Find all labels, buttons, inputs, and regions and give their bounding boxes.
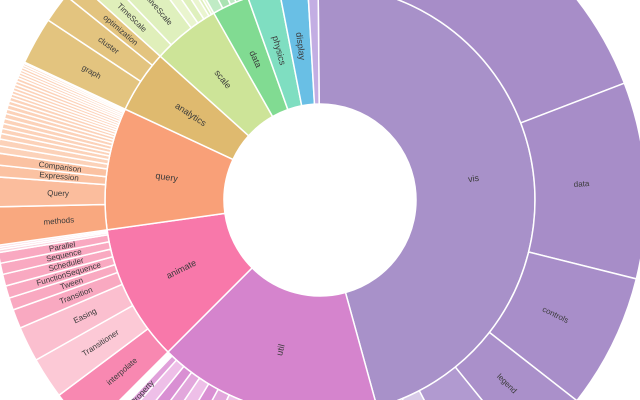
slice-optimization[interactable]: optimization bbox=[66, 0, 161, 67]
slice-colors[interactable]: Colors bbox=[182, 394, 242, 400]
slice-axis[interactable]: axis bbox=[401, 389, 470, 400]
slice-property[interactable]: Property bbox=[96, 355, 178, 400]
slice-rootscale[interactable]: RootScale bbox=[156, 0, 215, 16]
slice-controls[interactable]: controls bbox=[488, 251, 638, 400]
slice-scale[interactable]: Scale bbox=[125, 0, 199, 29]
slice-math[interactable]: math bbox=[102, 359, 185, 400]
slice-heap[interactable]: heap bbox=[165, 388, 230, 400]
slice-ievaluable[interactable]: IEvaluable bbox=[91, 352, 171, 400]
slice-scaletype[interactable]: ScaleType bbox=[152, 0, 213, 17]
slice-parallel[interactable]: Parallel bbox=[0, 233, 110, 265]
slice-physics[interactable]: physics bbox=[247, 0, 303, 111]
slice-visualization[interactable]: Visualization bbox=[418, 366, 525, 400]
slice-arithmetic[interactable]: Arithmetic bbox=[0, 138, 110, 165]
slice-display[interactable]: display bbox=[279, 0, 316, 107]
slice-flex[interactable]: flex bbox=[307, 0, 320, 105]
slice-methods[interactable]: methods bbox=[0, 203, 108, 246]
slice-sort[interactable]: Sort bbox=[125, 371, 201, 400]
slice-datatable[interactable]: DataTable bbox=[184, 0, 237, 6]
slice-stats[interactable]: Stats bbox=[114, 365, 193, 400]
slice-legend[interactable]: legend bbox=[454, 331, 578, 400]
slice-stringutil[interactable]: StringUtil bbox=[0, 145, 109, 170]
slice-comparison[interactable]: Comparison bbox=[0, 152, 108, 178]
slice-operator[interactable]: operator bbox=[317, 0, 626, 124]
slice-timescale[interactable]: TimeScale bbox=[78, 0, 172, 57]
slice-cluster[interactable]: cluster bbox=[47, 0, 154, 83]
slice-dataset[interactable]: DataSet bbox=[193, 0, 242, 3]
slice-expression[interactable]: Expression bbox=[0, 164, 108, 186]
slice-ordinalscale[interactable]: OrdinalScale bbox=[135, 0, 205, 24]
slice-dates[interactable]: Dates bbox=[137, 377, 210, 400]
slice-data[interactable]: data bbox=[519, 82, 640, 280]
slice-quantitativescale[interactable]: QuantitativeScale bbox=[94, 0, 192, 46]
slice-query[interactable]: Query bbox=[0, 176, 107, 208]
slice-logscale[interactable]: LogScale bbox=[144, 0, 210, 20]
slice-datautil[interactable]: DataUtil bbox=[159, 0, 224, 14]
slice-datasource[interactable]: DataSource bbox=[173, 0, 232, 10]
slice-arrays[interactable]: Arrays bbox=[151, 383, 219, 400]
